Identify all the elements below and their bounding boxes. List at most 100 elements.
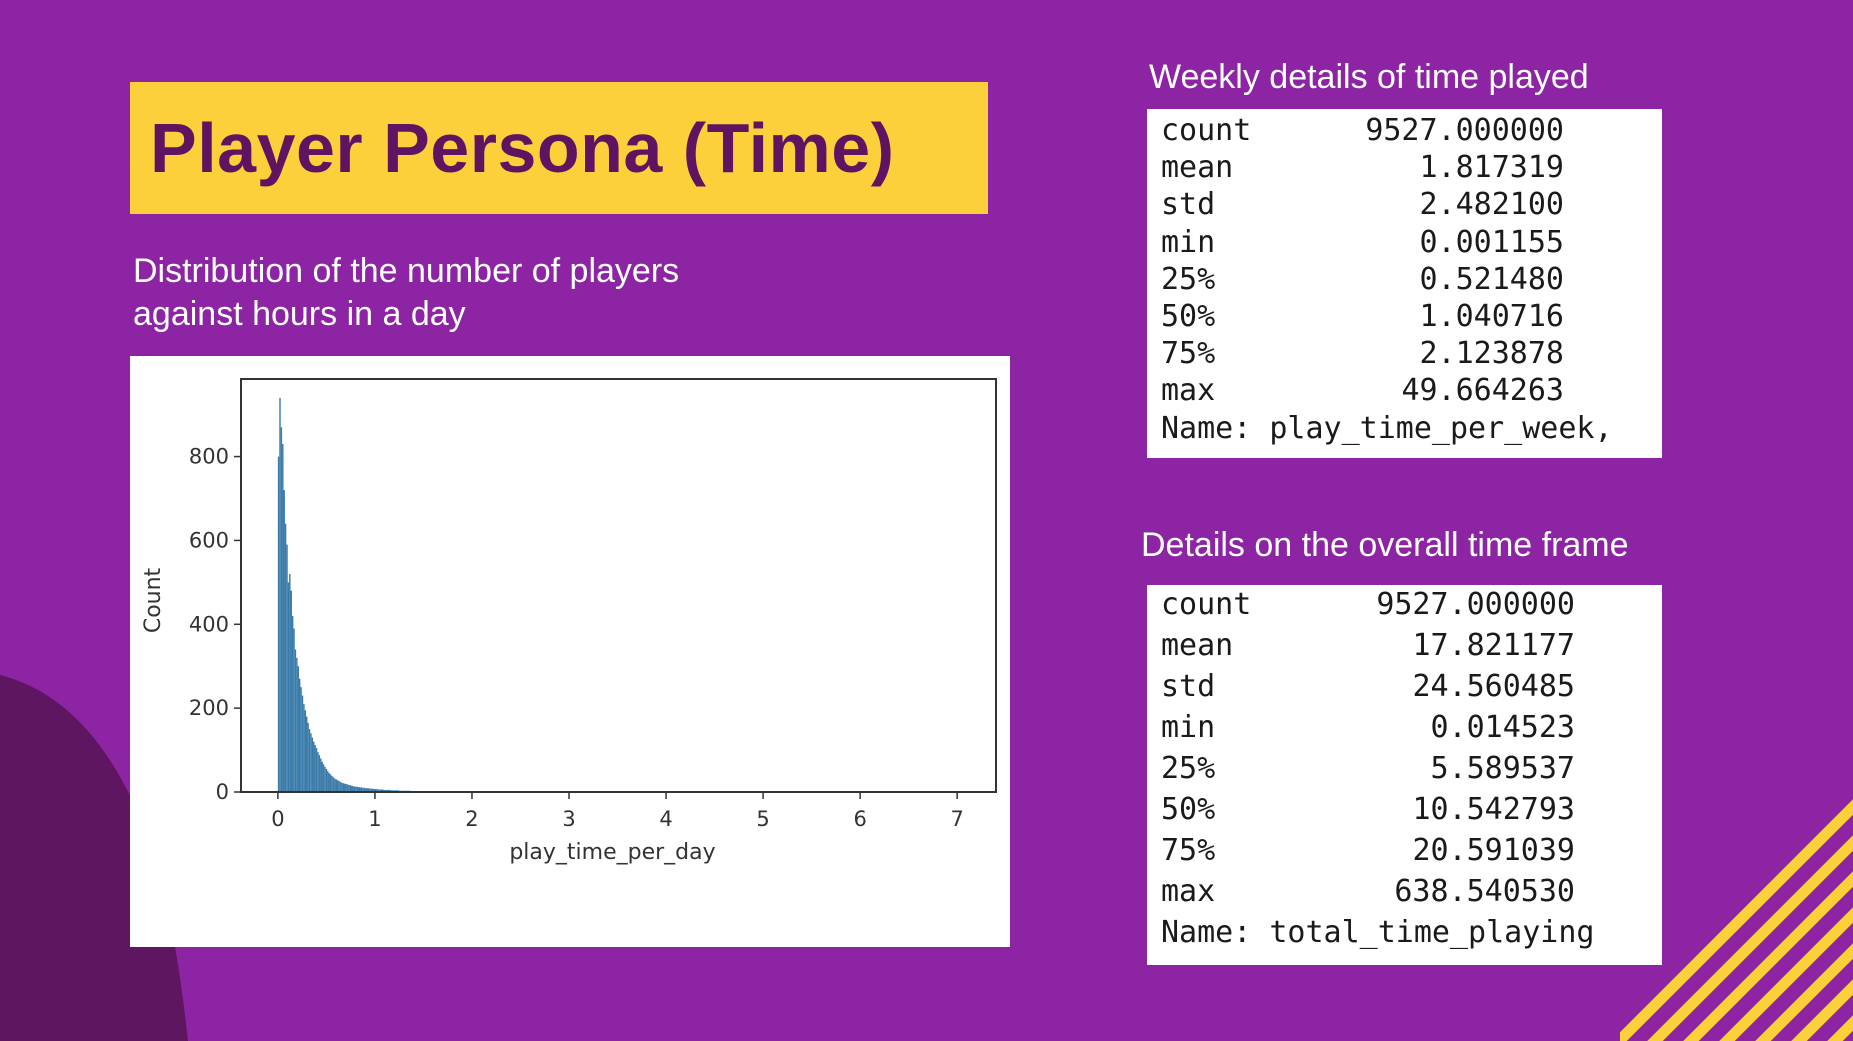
histogram-bar xyxy=(351,785,353,792)
histogram-bar xyxy=(325,768,328,792)
histogram-bar xyxy=(287,582,290,792)
histogram-bar xyxy=(348,784,350,792)
histogram-bar xyxy=(279,397,281,792)
histogram-bar xyxy=(335,779,337,792)
stats-key: max xyxy=(1161,874,1216,909)
histogram-bar xyxy=(372,788,374,792)
histogram-bar xyxy=(332,777,335,792)
histogram-bar xyxy=(384,789,387,792)
stats-value: 9527.000000 xyxy=(1365,113,1564,148)
histogram-bar xyxy=(280,427,283,792)
histogram-bar xyxy=(301,695,304,792)
stats-row: max 638.540530 xyxy=(1147,874,1662,911)
stats-row: count 9527.000000 xyxy=(1147,113,1662,150)
stats-key: min xyxy=(1161,224,1216,260)
stats-key: 25% xyxy=(1161,261,1216,297)
x-tick-label: 0 xyxy=(271,807,284,831)
histogram-bar xyxy=(355,786,357,792)
histogram-bar xyxy=(313,741,315,792)
x-tick-label: 2 xyxy=(465,807,478,831)
stats-key: count xyxy=(1161,587,1252,622)
histogram-bar xyxy=(284,523,287,792)
histogram-bar xyxy=(382,789,384,792)
histogram-bar xyxy=(379,789,381,792)
stats-value: 0.001155 xyxy=(1419,224,1565,260)
stats-key: count xyxy=(1161,113,1252,148)
stats-name-row: Name: play_time_per_week, xyxy=(1147,411,1662,448)
histogram-bar xyxy=(282,443,284,792)
histogram-bar xyxy=(356,786,359,792)
y-tick-label: 0 xyxy=(216,780,229,804)
histogram-bar xyxy=(369,788,371,792)
histogram-bar xyxy=(349,785,352,792)
stats-series-name: Name: play_time_per_week, xyxy=(1161,410,1613,446)
stats-row: 25% 5.589537 xyxy=(1147,751,1662,788)
stats-value: 1.817319 xyxy=(1419,150,1565,186)
histogram-bar xyxy=(315,747,318,792)
histogram-bar xyxy=(289,573,291,792)
histogram-bar xyxy=(297,666,299,792)
weekly-caption: Weekly details of time played xyxy=(1149,58,1589,96)
stats-key: std xyxy=(1161,669,1216,704)
stats-key: 50% xyxy=(1161,792,1216,827)
histogram-bar xyxy=(311,737,314,792)
histogram-bar xyxy=(331,776,333,792)
histogram-bar xyxy=(377,789,380,792)
title-banner: Player Persona (Time) xyxy=(130,82,988,214)
x-tick-label: 4 xyxy=(659,807,672,831)
stats-row: count 9527.000000 xyxy=(1147,587,1662,624)
histogram-bar xyxy=(320,758,322,792)
stripe-line xyxy=(1683,871,1853,1041)
histogram-bar xyxy=(366,788,368,792)
stripe-line xyxy=(1620,799,1853,1041)
histogram-bar xyxy=(314,745,316,792)
chart-caption-line-2: against hours in a day xyxy=(133,295,466,333)
stats-value: 638.540530 xyxy=(1394,874,1575,909)
stats-value: 24.560485 xyxy=(1412,669,1575,704)
stats-series-name: Name: total_time_playing xyxy=(1161,915,1595,950)
histogram-bar xyxy=(363,787,366,792)
histogram-bar xyxy=(298,678,301,792)
histogram-bars xyxy=(277,397,672,792)
overall-stats-panel: count 9527.000000 mean 17.821177 std 24.56048… xyxy=(1147,585,1662,965)
stats-row: mean 1.817319 xyxy=(1147,150,1662,187)
histogram-bar xyxy=(352,786,354,792)
y-tick-label: 800 xyxy=(189,445,229,469)
stripe-line xyxy=(1755,943,1853,1041)
histogram-chart: 0 1 2 3 4 5 6 7 0 200 400 600 800 play_time_per_day… xyxy=(141,378,997,865)
stats-value: 0.521480 xyxy=(1419,261,1565,297)
stats-value: 10.542793 xyxy=(1412,792,1575,827)
stats-row: min 0.001155 xyxy=(1147,225,1662,262)
histogram-bar xyxy=(389,789,391,792)
y-axis: 0 200 400 600 800 xyxy=(189,445,241,804)
histogram-bar xyxy=(308,729,311,792)
stats-row: 75% 2.123878 xyxy=(1147,336,1662,373)
stats-key: mean xyxy=(1161,150,1234,186)
x-axis-label: play_time_per_day xyxy=(509,840,715,865)
x-tick-label: 6 xyxy=(853,807,866,831)
stats-row: 75% 20.591039 xyxy=(1147,833,1662,870)
histogram-bar xyxy=(334,778,336,792)
histogram-bar xyxy=(307,722,309,792)
histogram-bar xyxy=(358,786,360,792)
histogram-bar xyxy=(324,766,326,792)
histogram-bar xyxy=(365,788,367,792)
histogram-bar xyxy=(327,771,329,792)
weekly-stats-panel: count 9527.000000 mean 1.817319 std 2.482100 m… xyxy=(1147,109,1662,458)
stats-row: max 49.664263 xyxy=(1147,373,1662,410)
histogram-bar xyxy=(328,773,330,792)
stats-value: 17.821177 xyxy=(1412,628,1575,663)
histogram-bar xyxy=(386,789,388,792)
x-tick-label: 1 xyxy=(368,807,381,831)
histogram-bar xyxy=(367,788,370,792)
histogram-bar xyxy=(338,781,340,792)
histogram-bar xyxy=(296,657,298,792)
histogram-bar xyxy=(373,789,375,792)
histogram-bar xyxy=(387,789,390,792)
corner-blob-shape xyxy=(0,675,188,1041)
histogram-bar xyxy=(300,687,302,792)
stats-value: 2.123878 xyxy=(1419,336,1565,372)
x-tick-label: 3 xyxy=(562,807,575,831)
stats-value: 2.482100 xyxy=(1419,187,1565,223)
